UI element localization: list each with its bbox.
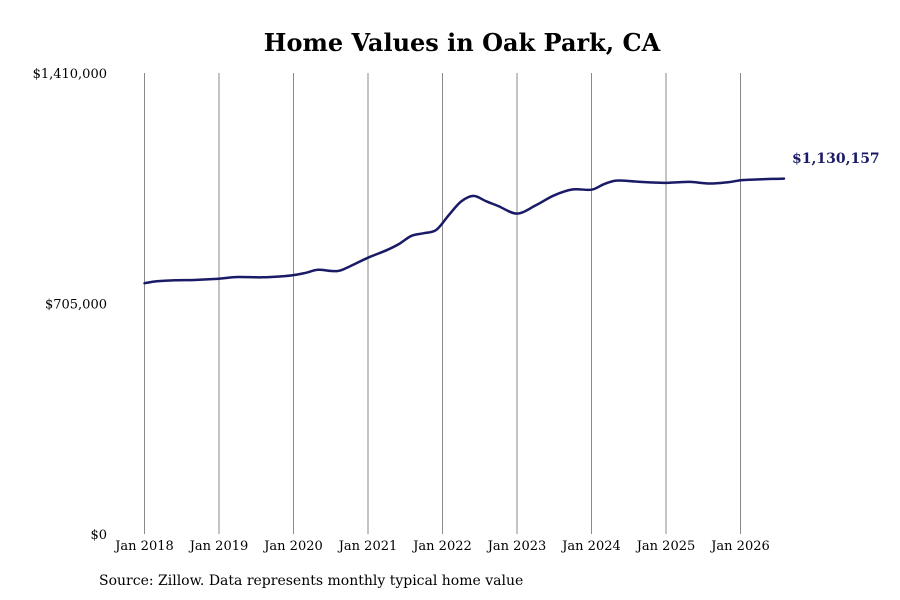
x-tick-label: Jan 2023 xyxy=(486,539,547,554)
x-tick-label: Jan 2025 xyxy=(635,539,696,554)
x-tick-label: Jan 2024 xyxy=(560,539,621,554)
x-tick-label: Jan 2020 xyxy=(262,539,323,554)
x-tick-label: Jan 2026 xyxy=(709,539,770,554)
latest-value-label: $1,130,157 xyxy=(792,151,880,167)
grid-layer xyxy=(144,73,741,534)
y-axis: $0 $705,000 $1,410,000 xyxy=(33,67,107,543)
x-tick-label: Jan 2018 xyxy=(113,539,174,554)
x-tick-label: Jan 2021 xyxy=(337,539,398,554)
y-tick-label: $0 xyxy=(90,528,107,543)
series-layer xyxy=(143,177,786,285)
x-axis: Jan 2018 Jan 2019 Jan 2020 Jan 2021 Jan 2022… xyxy=(113,539,770,554)
y-tick-label: $705,000 xyxy=(45,298,107,313)
x-tick-label: Jan 2019 xyxy=(188,539,249,554)
chart-title: Home Values in Oak Park, CA xyxy=(264,28,661,57)
source-note: Source: Zillow. Data represents monthly … xyxy=(99,573,524,589)
x-tick-label: Jan 2022 xyxy=(411,539,472,554)
y-tick-label: $1,410,000 xyxy=(33,67,107,82)
series-line xyxy=(143,177,786,285)
